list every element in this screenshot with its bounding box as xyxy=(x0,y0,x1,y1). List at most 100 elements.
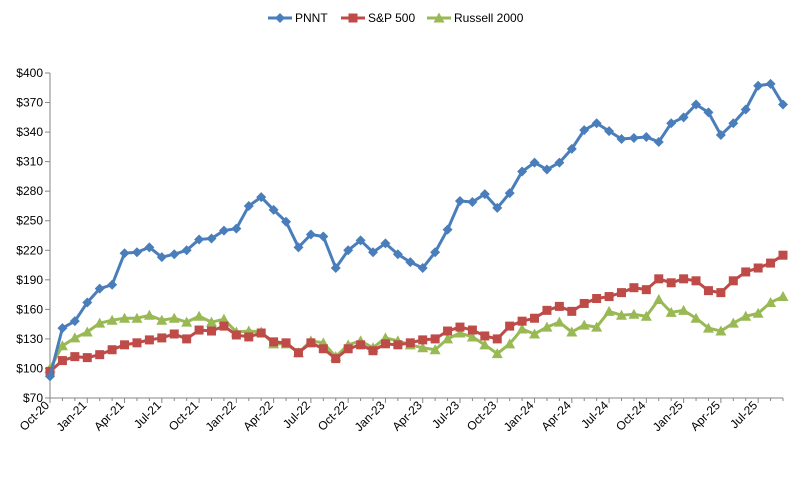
data-point-pnnt xyxy=(57,323,68,334)
data-point-pnnt xyxy=(281,216,292,227)
data-point-sp500 xyxy=(691,276,701,286)
x-tick-label: Oct-24 xyxy=(613,398,649,434)
data-point-sp500 xyxy=(405,338,415,348)
data-point-russell-2000 xyxy=(690,312,702,323)
data-point-pnnt xyxy=(107,279,118,290)
data-point-pnnt xyxy=(231,223,242,234)
x-tick-label: Jul-25 xyxy=(727,398,760,431)
data-point-russell-2000 xyxy=(591,321,603,332)
data-point-pnnt xyxy=(330,263,341,273)
x-tick-label: Apr-24 xyxy=(539,398,575,434)
x-tick-label: Jan-21 xyxy=(54,398,90,434)
data-point-pnnt xyxy=(715,130,726,141)
x-tick-label: Jul-23 xyxy=(429,398,462,431)
data-point-sp500 xyxy=(244,332,254,342)
data-point-pnnt xyxy=(467,197,478,208)
data-point-pnnt xyxy=(194,234,205,245)
legend-marker xyxy=(348,13,358,23)
data-point-sp500 xyxy=(182,334,192,344)
x-tick-label: Jan-25 xyxy=(650,398,686,434)
data-point-sp500 xyxy=(542,305,552,315)
data-point-pnnt xyxy=(355,235,366,246)
data-point-pnnt xyxy=(268,204,279,215)
data-point-russell-2000 xyxy=(94,317,106,328)
data-point-sp500 xyxy=(753,263,763,273)
legend-label: S&P 500 xyxy=(368,11,415,25)
data-point-russell-2000 xyxy=(529,328,541,339)
data-point-pnnt xyxy=(156,252,167,263)
data-point-russell-2000 xyxy=(740,310,752,321)
data-point-sp500 xyxy=(604,292,614,302)
y-tick-label: $310 xyxy=(16,155,43,169)
data-point-russell-2000 xyxy=(119,312,131,323)
series-sp500 xyxy=(45,250,788,376)
legend-item-pnnt: PNNT xyxy=(268,11,328,25)
data-point-russell-2000 xyxy=(491,348,503,359)
data-point-russell-2000 xyxy=(603,305,615,316)
data-point-sp500 xyxy=(492,334,502,344)
data-point-pnnt xyxy=(517,166,528,177)
data-point-russell-2000 xyxy=(69,332,81,343)
data-point-sp500 xyxy=(144,335,154,345)
series-line-russell-2000 xyxy=(48,295,784,370)
data-point-sp500 xyxy=(207,326,217,336)
data-point-pnnt xyxy=(703,107,714,118)
x-tick-label: Jul-22 xyxy=(280,398,313,431)
data-point-pnnt xyxy=(616,133,627,144)
data-point-sp500 xyxy=(641,285,651,295)
data-point-russell-2000 xyxy=(640,310,652,321)
data-point-russell-2000 xyxy=(727,317,739,328)
x-tick-label: Apr-23 xyxy=(389,398,425,434)
data-point-sp500 xyxy=(219,321,229,331)
data-point-pnnt xyxy=(305,229,316,240)
data-point-pnnt xyxy=(604,126,615,137)
data-point-russell-2000 xyxy=(143,309,155,320)
data-point-russell-2000 xyxy=(218,313,230,324)
data-point-pnnt xyxy=(678,112,689,123)
data-point-sp500 xyxy=(455,322,465,332)
data-point-sp500 xyxy=(194,325,204,335)
data-point-russell-2000 xyxy=(678,304,690,315)
data-point-sp500 xyxy=(592,294,602,304)
x-tick-label: Apr-25 xyxy=(688,398,724,434)
legend: PNNT S&P 500 Russell 2000 xyxy=(268,11,524,25)
data-point-pnnt xyxy=(343,245,354,256)
data-point-sp500 xyxy=(505,321,515,331)
data-point-sp500 xyxy=(82,353,92,363)
x-axis: Oct-20 Jan-21 Apr-21 Jul-21 Oct-21 Jan-22 Apr-… xyxy=(17,397,784,434)
data-point-sp500 xyxy=(418,335,428,345)
y-tick-label: $400 xyxy=(16,66,43,80)
y-tick-label: $160 xyxy=(16,302,43,316)
data-point-sp500 xyxy=(281,338,291,348)
x-tick-label: Jan-24 xyxy=(501,398,537,434)
data-point-pnnt xyxy=(504,188,515,199)
data-point-pnnt xyxy=(206,233,217,244)
y-axis: $70 $100 $130 $160 $190 $220 $250 $280 $310 $340 $… xyxy=(16,66,51,405)
data-point-sp500 xyxy=(517,316,527,326)
data-point-sp500 xyxy=(318,344,328,354)
legend-item-russell-2000: Russell 2000 xyxy=(427,11,524,25)
data-point-pnnt xyxy=(131,247,142,258)
data-point-pnnt xyxy=(181,245,192,256)
data-point-pnnt xyxy=(653,136,664,147)
legend-label: PNNT xyxy=(295,11,328,25)
data-point-sp500 xyxy=(567,306,577,316)
x-tick-label: Apr-22 xyxy=(240,398,276,434)
data-point-russell-2000 xyxy=(156,314,168,325)
data-point-sp500 xyxy=(666,278,676,288)
data-point-russell-2000 xyxy=(541,321,553,332)
x-tick-label: Oct-23 xyxy=(464,398,500,434)
data-point-sp500 xyxy=(157,333,167,343)
data-point-russell-2000 xyxy=(56,340,68,351)
data-point-sp500 xyxy=(579,298,589,308)
data-point-sp500 xyxy=(679,274,689,284)
series-russell-2000 xyxy=(44,291,789,373)
data-point-pnnt xyxy=(479,189,490,200)
data-point-pnnt xyxy=(368,247,379,258)
data-point-sp500 xyxy=(306,338,316,348)
data-point-pnnt xyxy=(243,200,254,211)
data-point-pnnt xyxy=(144,242,155,253)
data-point-sp500 xyxy=(443,326,453,336)
data-point-sp500 xyxy=(393,340,403,350)
